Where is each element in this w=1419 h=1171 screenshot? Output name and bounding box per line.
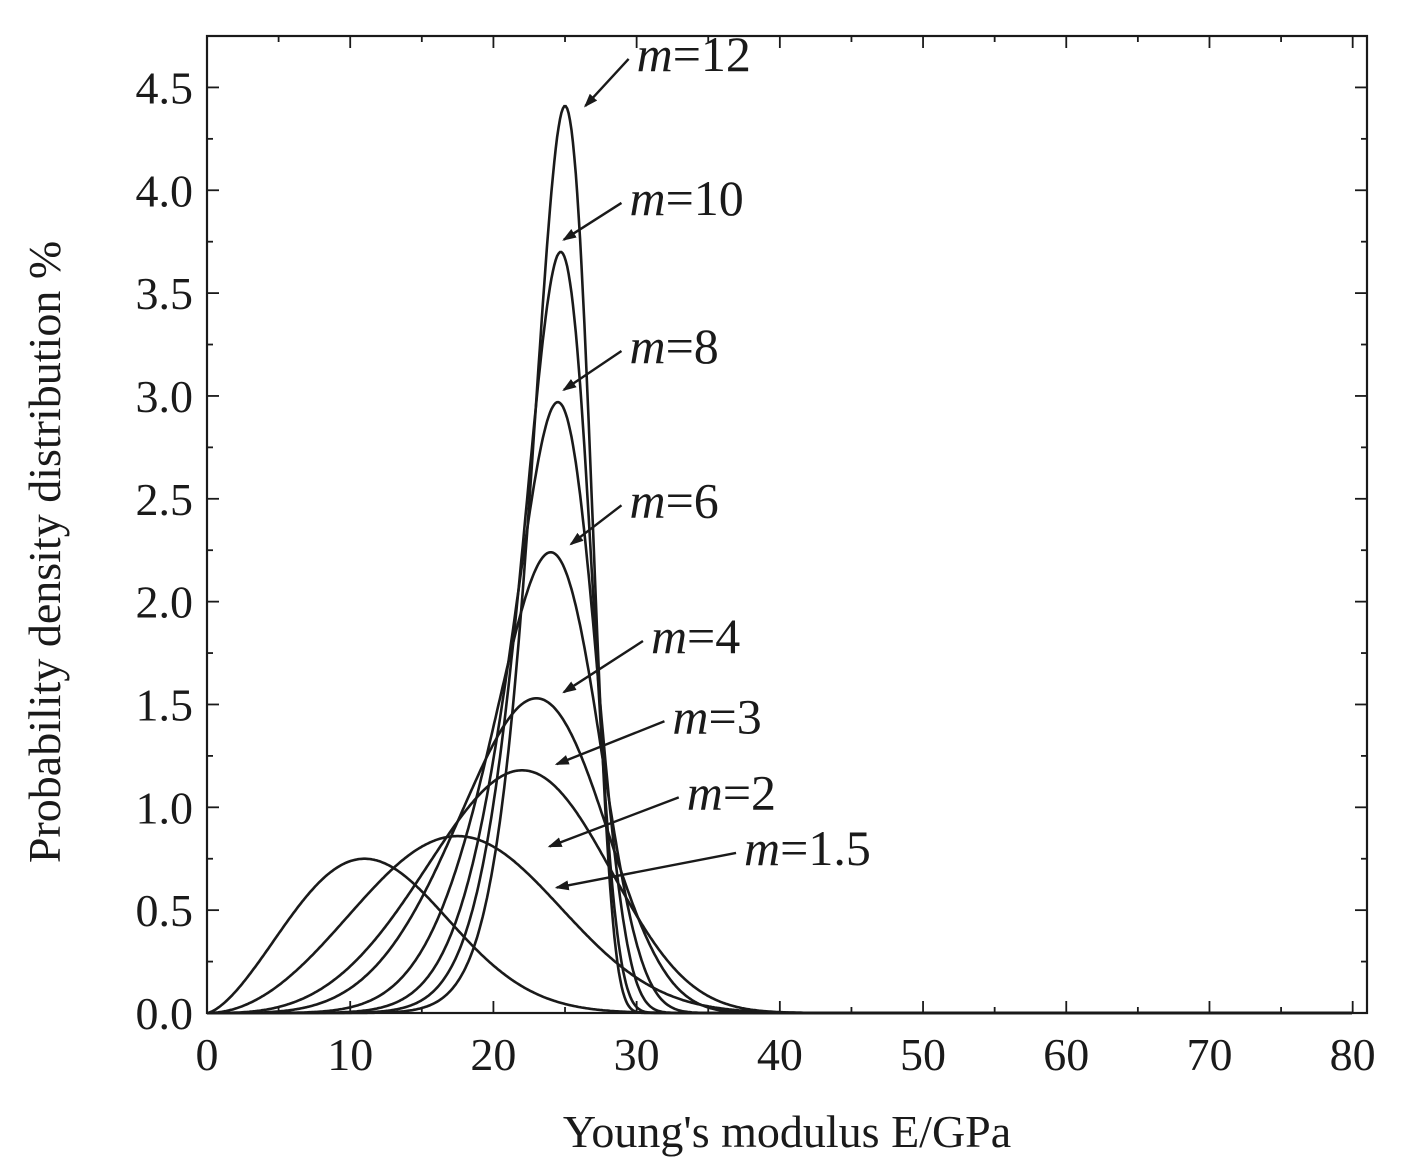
label-m-value: =8 [666,318,719,374]
x-tick-label: 0 [196,1029,219,1080]
arrow-m-8 [562,350,623,391]
arrow-m-12 [583,58,630,108]
arrow-m-2 [547,796,680,848]
y-tick-label: 1.5 [136,679,194,730]
y-tick-label: 1.0 [136,782,194,833]
label-m-var: m [629,170,665,226]
arrow-m-3 [554,720,665,766]
label-m-12: m=12 [637,26,751,82]
y-tick-label: 0.5 [136,885,194,936]
y-tick-label: 3.5 [136,268,194,319]
label-m-value: =10 [666,170,744,226]
arrow-m-6 [569,504,623,546]
x-tick-label: 10 [327,1029,373,1080]
x-axis: 0 10 20 30 40 50 60 70 80 [196,36,1376,1080]
label-m-value: =4 [687,608,740,664]
label-m-var: m [637,26,673,82]
x-tick-label: 70 [1186,1029,1232,1080]
label-m-10: m=10 [629,170,743,226]
arrow-m-10 [562,201,623,241]
label-m-var: m [687,764,723,820]
y-tick-label: 4.5 [136,62,194,113]
x-axis-title: Young's modulus E/GPa [563,1106,1011,1157]
label-m-value: =1.5 [780,820,871,876]
label-m-var: m [629,318,665,374]
y-axis: 0.0 0.5 1.0 1.5 2.0 2.5 3.0 3.5 4.0 4.5 [136,62,1367,1039]
arrow-m-1.5 [554,851,737,891]
series-line-m-6 [207,550,1352,1015]
label-m-var: m [651,608,687,664]
series-line-m-12 [207,104,1352,1015]
x-tick-label: 80 [1330,1029,1376,1080]
label-m-value: =12 [673,26,751,82]
y-tick-label: 0.0 [136,988,194,1039]
arrow-m-4 [562,640,644,694]
label-m-var: m [744,820,780,876]
label-m-var: m [629,472,665,528]
label-m-6: m=6 [629,472,718,528]
y-tick-label: 3.0 [136,371,194,422]
label-m-value: =2 [723,764,776,820]
label-m-value: =3 [709,688,762,744]
x-tick-label: 60 [1043,1029,1089,1080]
label-m-var: m [672,688,708,744]
label-m-value: =6 [666,472,719,528]
annotations: m=1.5m=2m=3m=4m=6m=8m=10m=12 [547,26,871,891]
y-tick-label: 2.5 [136,474,194,525]
y-tick-label: 2.0 [136,577,194,628]
series-line-m-3 [207,768,1352,1015]
x-tick-label: 40 [757,1029,803,1080]
label-m-4: m=4 [651,608,740,664]
y-axis-title: Probability density distribution % [19,241,70,863]
series-line-m-8 [207,400,1352,1015]
x-tick-label: 20 [470,1029,516,1080]
curves [206,104,1352,1015]
label-m-8: m=8 [629,318,718,374]
y-tick-label: 4.0 [136,165,194,216]
x-tick-label: 50 [900,1029,946,1080]
series-line-m-10 [207,250,1352,1015]
label-m-1.5: m=1.5 [744,820,871,876]
label-m-2: m=2 [687,764,776,820]
label-m-3: m=3 [672,688,761,744]
x-tick-label: 30 [614,1029,660,1080]
